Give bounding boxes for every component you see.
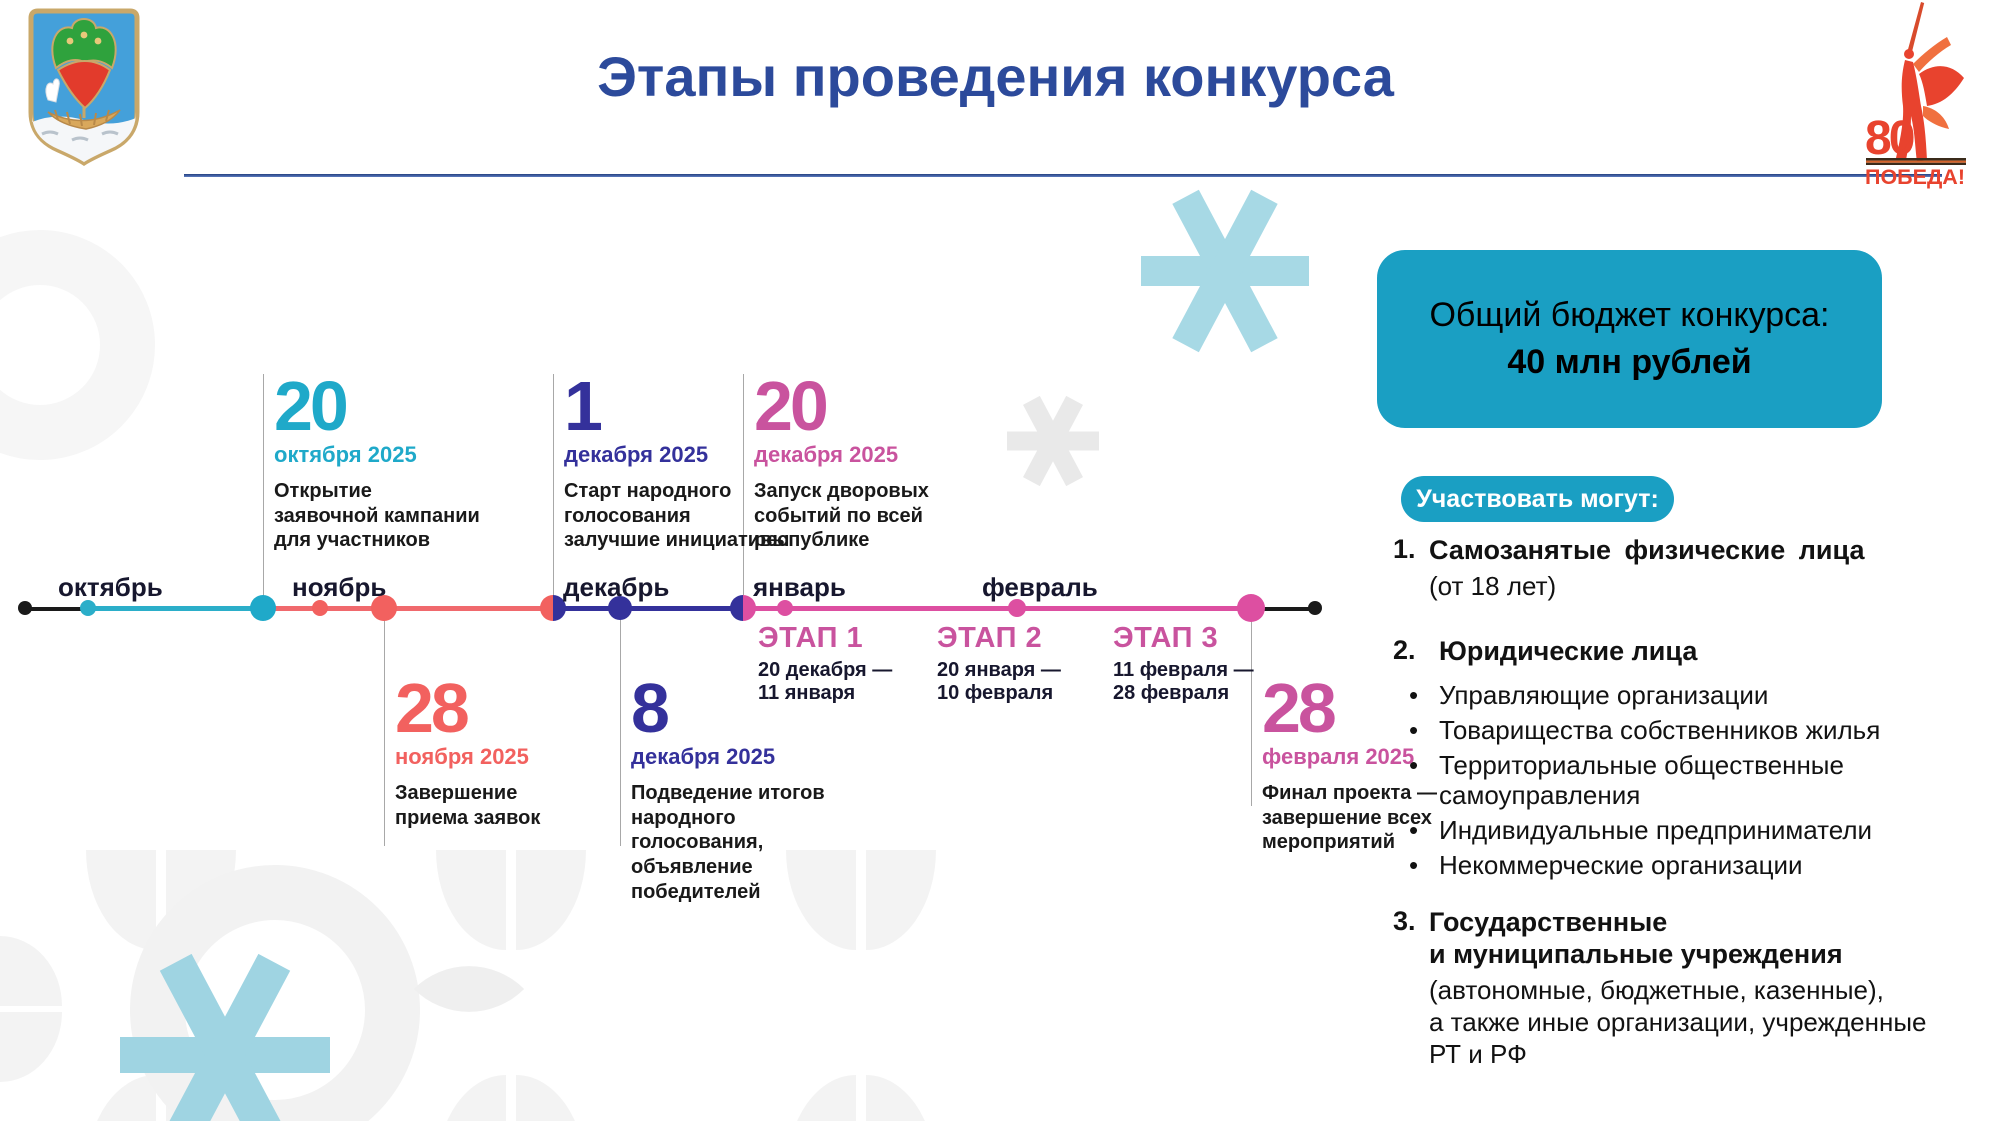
bullet-icon: • (1409, 849, 1419, 880)
bullet-icon: • (1409, 714, 1419, 745)
timeline-dot (1008, 599, 1026, 617)
timeline-dot (1237, 594, 1265, 622)
list-item: • Товарищества собственников жилья (1409, 714, 1881, 745)
victory-80-number: 80 (1865, 112, 1914, 165)
event-date: декабря 2025 (754, 441, 899, 467)
participants-list: 1. Самозанятые физические лица (от 18 ле… (1393, 534, 1973, 1070)
list-item: • Территориальные общественные самоуправл… (1409, 749, 1844, 810)
ornament-ring-top-left (0, 230, 155, 460)
timeline-dot (250, 595, 276, 621)
event-day: 20 (274, 367, 349, 445)
timeline-event-8-december: 8 декабря 2025 Подведение итогов народно… (631, 669, 861, 905)
event-date: ноября 2025 (395, 743, 529, 769)
timeline-stage-3: ЭТАП 3 11 февраля — 28 февраля (1113, 622, 1293, 705)
timeline-segment (553, 606, 743, 611)
event-day: 8 (631, 669, 670, 747)
list-item: • Управляющие организации (1409, 679, 1769, 710)
snowflake-icon-large (1141, 187, 1309, 355)
title-divider (184, 174, 1942, 177)
stage-label: ЭТАП 1 (758, 622, 864, 654)
budget-line1: Общий бюджет конкурса: (1429, 296, 1830, 334)
timeline-segment (88, 606, 263, 611)
stage-label: ЭТАП 2 (937, 622, 1043, 654)
timeline-event-28-february: 28 февраля 2025 Финал проекта — завершен… (1262, 669, 1492, 855)
timeline-connector (743, 374, 744, 608)
timeline-dot (312, 600, 328, 616)
event-day: 20 (754, 367, 829, 445)
victory-label: ПОБЕДА! (1865, 165, 1965, 189)
timeline-stage-2: ЭТАП 2 20 января — 10 февраля (937, 622, 1117, 705)
timeline-segment (25, 606, 88, 611)
timeline-month-label: январь (753, 572, 846, 602)
timeline-stage-1: ЭТАП 1 20 декабря — 11 января (758, 622, 938, 705)
list-item: • Индивидуальные предприниматели (1409, 814, 1873, 845)
snowflake-icon-gray (1007, 395, 1099, 487)
event-day: 1 (564, 367, 603, 445)
budget-line2: 40 млн рублей (1507, 343, 1752, 381)
timeline-dot (608, 596, 632, 620)
budget-box: Общий бюджет конкурса: 40 млн рублей (1377, 250, 1882, 428)
stage-range: 20 декабря — 11 января (758, 659, 893, 705)
participants-item-3-note: (автономные, бюджетные, казенные), а так… (1429, 975, 1927, 1069)
bullet-icon: • (1409, 749, 1419, 780)
timeline-month-label: декабрь (563, 572, 670, 602)
participants-item-3: 3. Государственные и муниципальные учреж… (1393, 905, 1927, 1069)
list-item: • Некоммерческие организации (1409, 849, 1803, 880)
coat-of-arms-logo (28, 8, 140, 166)
participants-button: Участвовать могут: (1401, 476, 1674, 522)
event-description: Завершение приема заявок (395, 781, 541, 829)
event-description: Подведение итогов народного голосования,… (631, 781, 825, 903)
stage-range: 11 февраля — 28 февраля (1113, 659, 1254, 705)
event-date: февраля 2025 (1262, 743, 1415, 769)
timeline-event-1-december: 1 декабря 2025 Старт народного голосован… (564, 367, 794, 553)
event-description: Старт народного голосования залучшие ини… (564, 479, 790, 552)
participants-item-2-title: Юридические лица (1439, 636, 1698, 667)
timeline-connector (620, 608, 621, 846)
page-title: Этапы проведения конкурса (597, 45, 1394, 108)
participants-item-2-bullets: • Управляющие организации • Товарищества с… (1409, 680, 1973, 880)
timeline-month-label: февраль (982, 572, 1098, 602)
participants-item-2: 2. Юридические лица (1393, 635, 1698, 667)
participants-item-1-note: (от 18 лет) (1429, 571, 1557, 602)
victory-80-logo: 80 ПОБЕДА! (1865, 2, 1966, 189)
timeline-segment (743, 606, 1251, 611)
bullet-icon: • (1409, 679, 1419, 710)
timeline-dot (371, 595, 397, 621)
timeline-connector (384, 608, 385, 846)
timeline-month-label: ноябрь (292, 572, 387, 602)
timeline-connector (1251, 608, 1252, 806)
timeline-segment (1251, 606, 1315, 611)
participants-item-1: 1. Самозанятые физические лица (от 18 ле… (1393, 534, 1865, 602)
timeline-dot (730, 595, 756, 621)
timeline-connector (263, 374, 264, 608)
event-description: Открытие заявочной кампании для участник… (274, 479, 480, 552)
event-date: октября 2025 (274, 441, 417, 467)
timeline-dot (18, 601, 32, 615)
timeline-event-28-november: 28 ноября 2025 Завершение приема заявок (395, 669, 625, 830)
timeline-dot (1308, 601, 1322, 615)
stage-label: ЭТАП 3 (1113, 622, 1219, 654)
timeline-segment (263, 606, 553, 611)
bullet-icon: • (1409, 814, 1419, 845)
participants-item-1-title: Самозанятые физические лица (1429, 535, 1865, 565)
timeline-dot (80, 600, 96, 616)
timeline-event-20-october: 20 октября 2025 Открытие заявочной кампа… (274, 367, 504, 553)
timeline-connector (553, 374, 554, 608)
timeline-event-20-december: 20 декабря 2025 Запуск дворовых событий … (754, 367, 984, 553)
timeline-dot (540, 595, 566, 621)
event-date: декабря 2025 (631, 743, 776, 769)
event-description: Запуск дворовых событий по всей республи… (754, 479, 929, 552)
snowflake-icon-bottom (120, 950, 330, 1121)
event-description: Финал проекта — завершение всех мероприя… (1262, 781, 1437, 854)
event-day: 28 (395, 669, 470, 747)
ornament-leaf (413, 933, 525, 1045)
timeline-month-label: октябрь (58, 572, 163, 602)
stage-range: 20 января — 10 февраля (937, 659, 1061, 705)
timeline-dot (777, 600, 793, 616)
event-date: декабря 2025 (564, 441, 709, 467)
event-day: 28 (1262, 669, 1337, 747)
participants-item-3-title: Государственные и муниципальные учрежден… (1429, 906, 1843, 969)
